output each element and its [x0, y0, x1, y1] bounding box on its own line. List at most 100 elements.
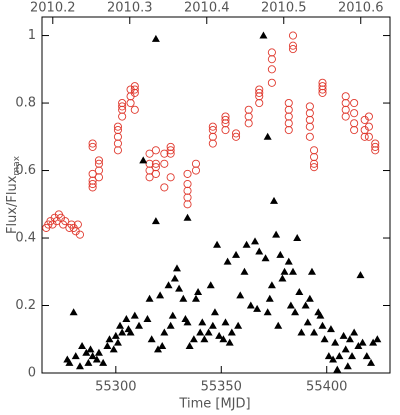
data-point: [113, 139, 122, 148]
data-point: [61, 217, 70, 226]
data-point: [183, 169, 192, 178]
data-point: [373, 335, 382, 343]
data-point: [223, 257, 232, 265]
data-point: [270, 196, 278, 204]
data-point: [305, 115, 314, 124]
data-point: [358, 338, 367, 346]
data-point: [251, 237, 260, 245]
data-point: [221, 318, 230, 326]
data-point: [143, 315, 152, 323]
data-point: [364, 132, 373, 141]
y-axis-label-main: Flux/Flux: [5, 175, 20, 234]
data-point: [293, 234, 302, 242]
data-point: [113, 125, 122, 135]
data-point: [88, 179, 97, 189]
data-point: [94, 166, 103, 175]
data-point: [305, 294, 314, 302]
data-point: [350, 125, 359, 135]
data-point: [191, 166, 201, 175]
data-point: [362, 352, 371, 360]
data-point: [113, 132, 122, 141]
data-point: [341, 105, 350, 114]
data-point: [348, 352, 357, 360]
data-point: [145, 173, 154, 182]
data-point: [130, 311, 139, 319]
data-point: [267, 65, 276, 74]
data-point: [111, 331, 120, 339]
data-point: [145, 149, 154, 158]
x-tick-label: 55350: [201, 380, 242, 395]
data-point: [191, 294, 200, 302]
data-point: [333, 365, 342, 373]
data-point: [191, 159, 201, 168]
data-point: [88, 139, 97, 148]
data-point: [263, 308, 272, 316]
data-point: [288, 267, 297, 275]
data-point: [335, 352, 344, 360]
data-point: [276, 250, 285, 258]
data-point: [310, 328, 319, 336]
data-point: [341, 92, 350, 101]
data-point: [88, 352, 97, 360]
data-point: [326, 325, 335, 333]
data-point: [147, 335, 156, 343]
data-point: [198, 318, 207, 326]
data-point: [288, 45, 298, 54]
data-point: [284, 105, 293, 114]
data-point: [367, 358, 376, 366]
data-point: [113, 338, 122, 346]
data-point: [284, 125, 293, 135]
data-point: [145, 294, 154, 302]
data-point: [364, 112, 373, 121]
data-point: [371, 139, 380, 148]
data-point: [301, 301, 310, 309]
data-point: [221, 125, 230, 135]
data-point: [151, 159, 160, 168]
data-point: [105, 335, 114, 343]
data-point: [213, 240, 222, 248]
data-point: [234, 321, 243, 329]
data-point: [329, 355, 338, 363]
data-point: [318, 82, 327, 91]
data-point: [303, 318, 312, 326]
data-point: [255, 92, 264, 101]
data-point: [227, 328, 236, 336]
data-point: [284, 257, 293, 265]
data-point: [183, 179, 192, 189]
data-point: [371, 146, 380, 155]
data-point: [130, 105, 139, 114]
data-point: [183, 186, 192, 195]
data-point: [267, 281, 276, 289]
data-point: [242, 240, 251, 248]
data-point: [350, 98, 359, 108]
data-point: [118, 328, 127, 336]
data-point: [151, 217, 160, 225]
data-point: [118, 112, 127, 121]
data-point: [94, 173, 103, 182]
y-tick-label: 1: [28, 28, 36, 43]
data-point: [221, 112, 230, 121]
data-point: [160, 183, 169, 192]
data-point: [160, 149, 169, 158]
data-point: [208, 139, 217, 148]
data-point: [255, 98, 264, 108]
data-point: [236, 291, 245, 299]
data-point: [274, 321, 283, 329]
data-point: [94, 156, 103, 165]
data-point: [310, 152, 319, 162]
data-point: [291, 308, 300, 316]
data-point: [360, 132, 369, 141]
data-point: [280, 267, 289, 275]
data-point: [345, 335, 354, 343]
data-point: [99, 358, 108, 366]
data-point: [204, 328, 213, 336]
data-point: [75, 230, 85, 239]
data-point: [170, 274, 179, 282]
data-point: [84, 358, 93, 366]
data-point: [194, 288, 203, 296]
data-point: [210, 308, 219, 316]
data-point: [305, 102, 314, 111]
data-point: [341, 345, 350, 353]
data-point: [244, 105, 253, 114]
